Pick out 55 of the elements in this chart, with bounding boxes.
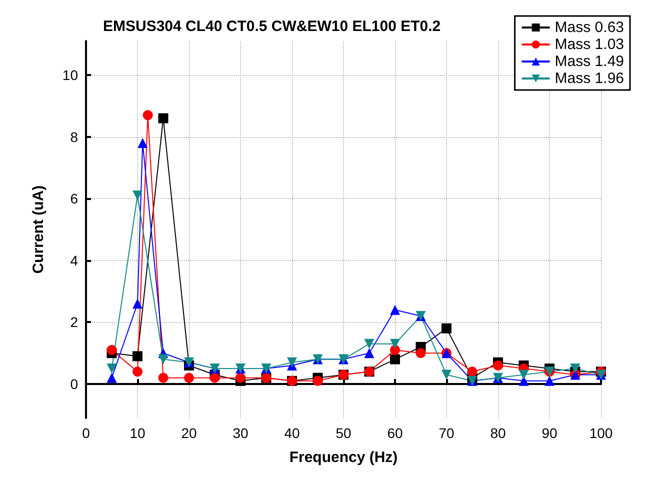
y-tick-label: 4 (70, 252, 78, 268)
point (312, 376, 323, 386)
legend-label: Mass 1.49 (554, 53, 624, 70)
x-tick-label: 90 (542, 425, 558, 441)
point (158, 113, 168, 124)
point (493, 360, 503, 370)
point (442, 370, 452, 380)
point (390, 338, 400, 349)
x-tick-label: 40 (284, 425, 300, 441)
point (132, 351, 142, 362)
legend-label: Mass 1.96 (554, 70, 624, 87)
x-axis-title: Frequency (Hz) (289, 449, 398, 466)
point (158, 372, 168, 383)
point (416, 348, 426, 358)
point (518, 370, 529, 380)
x-tick-label: 50 (336, 425, 352, 441)
point (364, 348, 374, 358)
x-tick-label: 10 (130, 425, 146, 441)
x-tick-label: 100 (589, 425, 613, 441)
point (142, 110, 153, 120)
point (132, 298, 142, 309)
point (287, 357, 297, 368)
point (390, 354, 400, 364)
point (184, 372, 194, 383)
chart-title: EMSUS304 CL40 CT0.5 CW&EW10 EL100 ET0.2 (103, 18, 441, 35)
y-tick-label: 0 (70, 376, 78, 392)
y-tick-label: 2 (70, 314, 78, 330)
point (390, 304, 400, 315)
point (570, 364, 580, 374)
point (132, 366, 142, 377)
y-axis-title: Current (uA) (30, 185, 47, 274)
x-tick-label: 30 (232, 425, 248, 441)
point (390, 345, 400, 356)
point (467, 366, 478, 377)
point (106, 372, 117, 383)
legend-label: Mass 0.63 (554, 19, 624, 36)
point (364, 338, 374, 349)
point (210, 372, 220, 383)
x-tick-label: 80 (490, 425, 506, 441)
x-tick-label: 60 (387, 425, 403, 441)
point (544, 376, 554, 386)
point (158, 354, 168, 364)
legend-label: Mass 1.03 (554, 36, 624, 53)
y-tick-label: 6 (70, 190, 78, 207)
x-tick-label: 70 (438, 425, 454, 441)
point (106, 364, 117, 374)
point (106, 345, 117, 356)
x-tick-label: 0 (82, 425, 90, 441)
point (138, 138, 148, 148)
y-tick-label: 8 (70, 128, 78, 145)
point (132, 190, 142, 201)
y-tick-label: 10 (62, 66, 78, 83)
x-tick-label: 20 (181, 425, 197, 441)
point (442, 323, 452, 334)
point (236, 372, 246, 383)
